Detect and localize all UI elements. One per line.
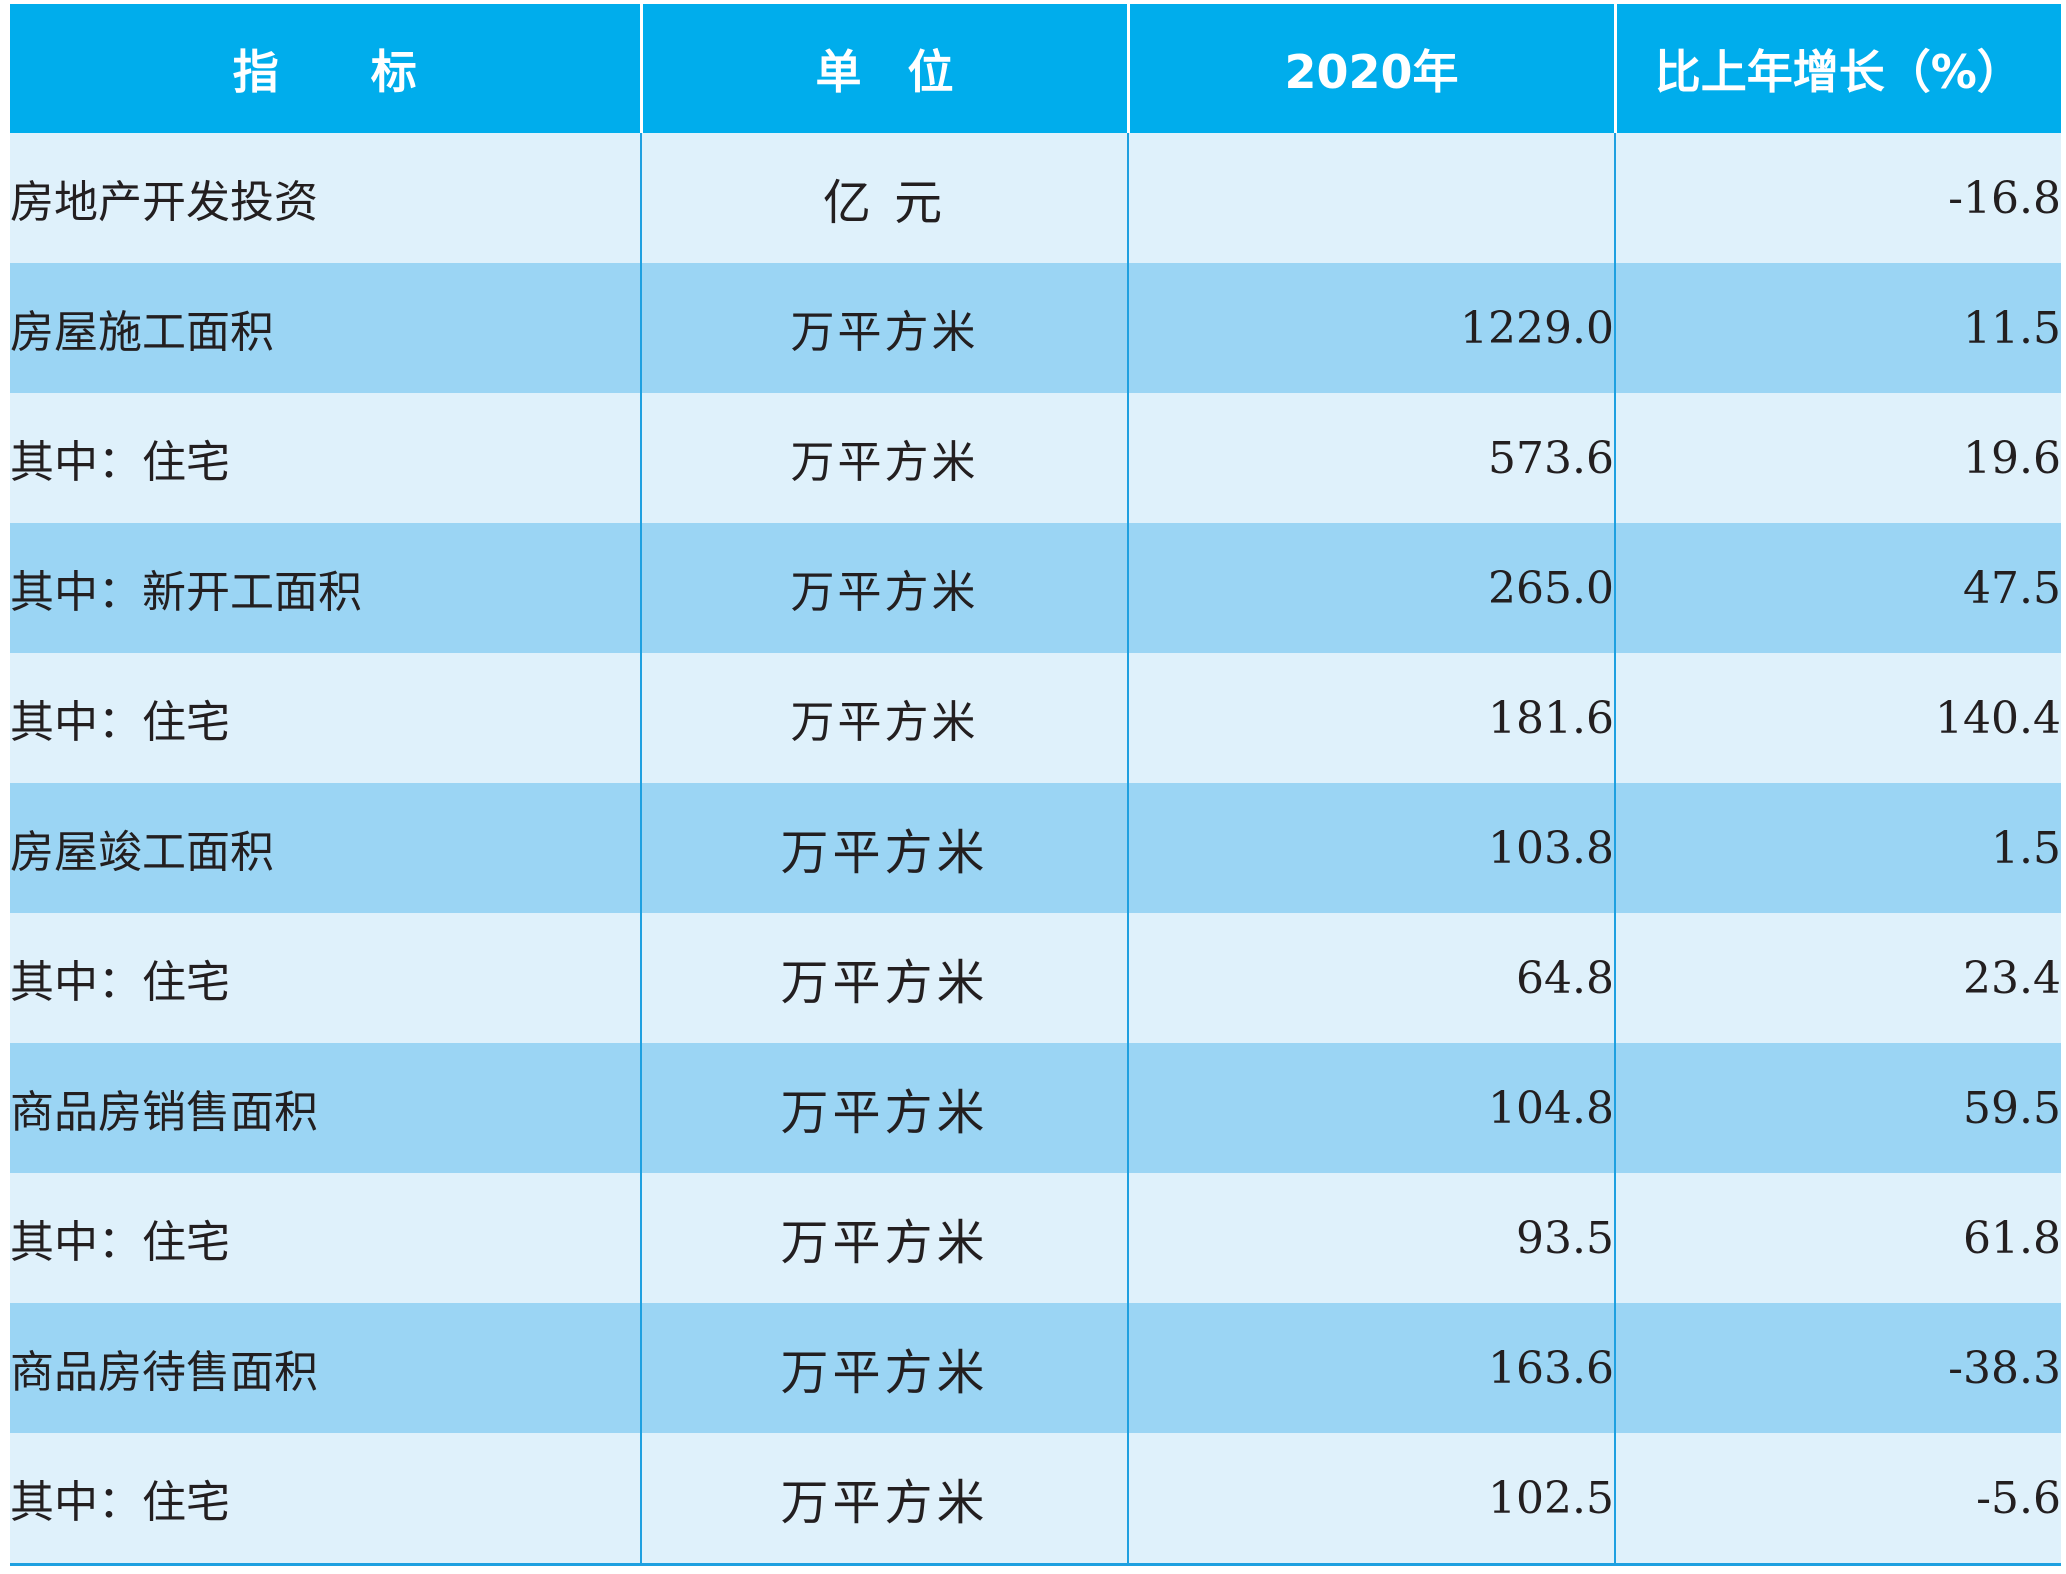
growth-cell: -5.6	[1615, 1433, 2061, 1566]
header-indicator: 指 标	[10, 4, 643, 133]
unit-cell: 万平方米	[641, 1433, 1129, 1566]
header-growth: 比上年增长（%）	[1615, 4, 2061, 133]
indicator-cell: 其中：新开工面积	[10, 523, 642, 653]
table-row: 其中：住宅 万平方米 93.5 61.8	[10, 1173, 2061, 1303]
table-body: 房地产开发投资亿 元 -16.8 房屋施工面积 万平方米 1229.0 11.5 其中：住宅…	[10, 133, 2061, 1566]
growth-cell: -16.8	[1615, 133, 2061, 263]
indicator-cell: 其中：住宅	[10, 913, 642, 1043]
header-unit: 单 位	[641, 4, 1130, 133]
indicator-cell: 房屋施工面积	[10, 263, 642, 393]
table-row: 其中：住宅 万平方米 64.8 23.4	[10, 913, 2061, 1043]
value-2020-cell: 163.6	[1128, 1303, 1616, 1433]
unit-cell: 亿 元	[641, 133, 1129, 263]
indicator-cell: 房屋竣工面积	[10, 783, 642, 913]
growth-cell: 23.4	[1615, 913, 2061, 1043]
real-estate-table: 指 标 单 位 2020年 比上年增长（%） 房地产开发投资亿 元 -16.8 房屋…	[10, 4, 2061, 1566]
growth-cell: 11.5	[1615, 263, 2061, 393]
unit-cell: 万平方米	[641, 653, 1129, 783]
unit-cell: 万平方米	[641, 913, 1129, 1043]
indicator-cell: 商品房待售面积	[10, 1303, 642, 1433]
value-2020-cell: 103.8	[1128, 783, 1616, 913]
unit-cell: 万平方米	[641, 523, 1129, 653]
indicator-cell: 其中：住宅	[10, 1173, 642, 1303]
value-2020-cell: 573.6	[1128, 393, 1616, 523]
value-2020-cell: 102.5	[1128, 1433, 1616, 1566]
indicator-cell: 房地产开发投资	[10, 133, 642, 263]
indicator-cell: 商品房销售面积	[10, 1043, 642, 1173]
table-row: 房屋竣工面积 万平方米 103.8 1.5	[10, 783, 2061, 913]
table-row: 其中：住宅 万平方米 181.6 140.4	[10, 653, 2061, 783]
growth-cell: 1.5	[1615, 783, 2061, 913]
value-2020-cell: 265.0	[1128, 523, 1616, 653]
unit-cell: 万平方米	[641, 393, 1129, 523]
unit-cell: 万平方米	[641, 1303, 1129, 1433]
table-row: 其中：住宅 万平方米 102.5 -5.6	[10, 1433, 2061, 1566]
header-2020: 2020年	[1128, 4, 1617, 133]
growth-cell: 19.6	[1615, 393, 2061, 523]
growth-cell: 61.8	[1615, 1173, 2061, 1303]
table-row: 商品房销售面积 万平方米 104.8 59.5	[10, 1043, 2061, 1173]
table-row: 房屋施工面积 万平方米 1229.0 11.5	[10, 263, 2061, 393]
unit-cell: 万平方米	[641, 783, 1129, 913]
indicator-cell: 其中：住宅	[10, 1433, 642, 1566]
value-2020-cell: 1229.0	[1128, 263, 1616, 393]
table-row: 商品房待售面积 万平方米 163.6 -38.3	[10, 1303, 2061, 1433]
table-row: 其中：新开工面积 万平方米 265.0 47.5	[10, 523, 2061, 653]
value-2020-cell	[1128, 133, 1616, 263]
unit-cell: 万平方米	[641, 1173, 1129, 1303]
indicator-cell: 其中：住宅	[10, 393, 642, 523]
unit-cell: 万平方米	[641, 1043, 1129, 1173]
growth-cell: -38.3	[1615, 1303, 2061, 1433]
unit-cell: 万平方米	[641, 263, 1129, 393]
table-row: 其中：住宅 万平方米 573.6 19.6	[10, 393, 2061, 523]
value-2020-cell: 181.6	[1128, 653, 1616, 783]
growth-cell: 59.5	[1615, 1043, 2061, 1173]
table-row: 房地产开发投资亿 元 -16.8	[10, 133, 2061, 263]
indicator-cell: 其中：住宅	[10, 653, 642, 783]
value-2020-cell: 93.5	[1128, 1173, 1616, 1303]
growth-cell: 140.4	[1615, 653, 2061, 783]
growth-cell: 47.5	[1615, 523, 2061, 653]
header-row: 指 标 单 位 2020年 比上年增长（%）	[10, 4, 2061, 133]
value-2020-cell: 64.8	[1128, 913, 1616, 1043]
value-2020-cell: 104.8	[1128, 1043, 1616, 1173]
